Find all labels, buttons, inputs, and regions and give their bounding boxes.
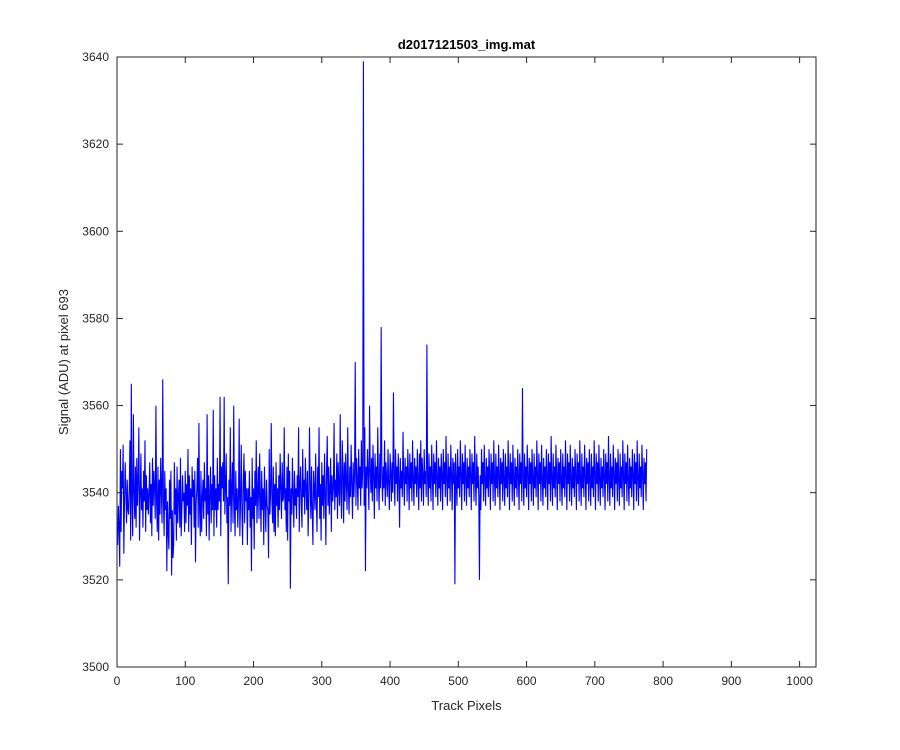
x-tick-label: 0: [114, 674, 121, 688]
x-tick-label: 200: [244, 674, 264, 688]
x-tick-label: 700: [585, 674, 605, 688]
axes-box: [116, 56, 817, 668]
y-tick-label: 3600: [82, 224, 109, 238]
y-tick-label: 3520: [82, 573, 109, 587]
x-tick-label: 800: [653, 674, 673, 688]
x-tick-label: 400: [380, 674, 400, 688]
x-tick-label: 500: [448, 674, 468, 688]
plot-title: d2017121503_img.mat: [398, 37, 536, 52]
y-tick-label: 3500: [82, 660, 109, 674]
y-tick-label: 3540: [82, 486, 109, 500]
y-tick-label: 3560: [82, 399, 109, 413]
series-line-0: [117, 61, 648, 589]
x-axis-label: Track Pixels: [431, 698, 502, 713]
x-tick-label: 100: [175, 674, 195, 688]
x-tick-label: 900: [721, 674, 741, 688]
y-tick-label: 3620: [82, 137, 109, 151]
y-axis-label: Signal (ADU) at pixel 693: [56, 289, 71, 435]
y-tick-label: 3640: [82, 50, 109, 64]
axes-background: [117, 57, 816, 667]
x-tick-label: 1000: [786, 674, 813, 688]
x-tick-label: 600: [517, 674, 537, 688]
y-tick-label: 3580: [82, 311, 109, 325]
tick-layer: 0 100 200 300 400 500 600 700 800 900 1000 3500 3520…: [82, 50, 816, 688]
x-tick-label: 300: [312, 674, 332, 688]
data-layer: [117, 61, 648, 589]
